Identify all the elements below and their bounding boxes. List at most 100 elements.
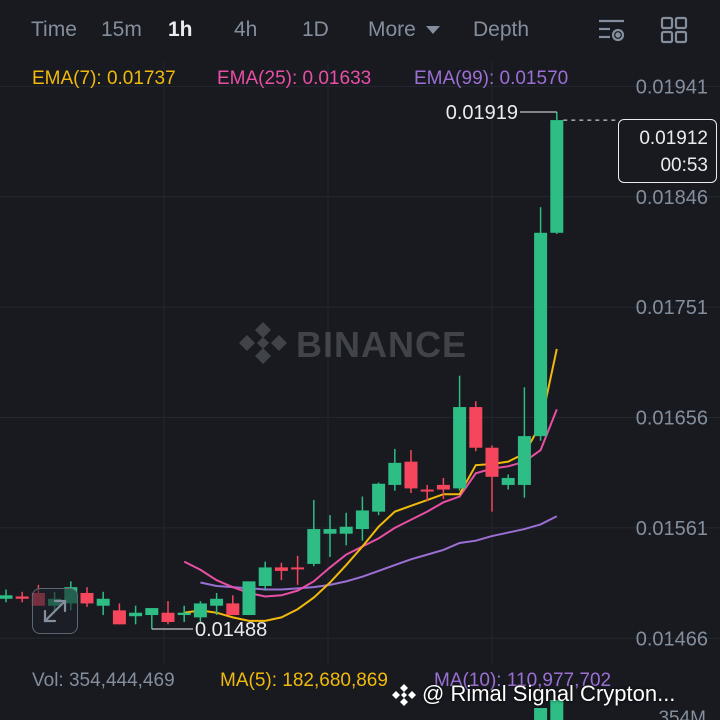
ema99-label: EMA(99): 0.01570 <box>414 68 569 89</box>
volume-legend: Vol: 354,444,469 MA(5): 182,680,869 MA(1… <box>0 670 720 696</box>
candle-body <box>453 407 467 489</box>
volume-bar <box>534 708 548 720</box>
candle <box>517 387 531 498</box>
candle-body <box>534 232 548 437</box>
ema25-label: EMA(25): 0.01633 <box>217 68 372 89</box>
candle-body <box>339 526 353 534</box>
candle <box>258 561 272 591</box>
credit-watermark: @ Rimal Signal Crypton... <box>392 681 720 709</box>
expand-arrows-icon <box>43 599 67 623</box>
candle-body <box>355 510 369 530</box>
tab-15m[interactable]: 15m <box>101 18 142 41</box>
binance-small-icon <box>392 684 416 707</box>
volume-bar <box>550 700 564 720</box>
volume-value: Vol: 354,444,469 <box>32 670 175 691</box>
candle-body <box>210 598 224 606</box>
candle <box>550 111 564 234</box>
indicator-settings-icon[interactable] <box>596 14 628 46</box>
candle-body <box>80 592 94 604</box>
candle-body <box>291 567 305 570</box>
ema-lines <box>183 348 558 622</box>
candle-body <box>469 407 483 448</box>
candle <box>355 496 369 541</box>
candle-body <box>112 610 126 625</box>
layout-grid-icon[interactable] <box>658 14 690 46</box>
candle <box>161 601 175 625</box>
candle-body <box>177 612 191 616</box>
volume-ma10: MA(10): 110,977,702 <box>434 670 612 691</box>
candle-body <box>193 603 207 618</box>
candle <box>485 445 499 512</box>
candle <box>420 484 434 502</box>
current-price: 0.01912 <box>639 128 708 149</box>
candles <box>0 111 564 629</box>
binance-logo-text: BINANCE <box>296 324 468 365</box>
candle <box>177 605 191 623</box>
candle <box>404 450 418 494</box>
candle-body <box>485 447 499 477</box>
candle-body <box>15 596 29 599</box>
grid-lines <box>0 62 720 665</box>
candle-body <box>372 483 386 512</box>
candle-body <box>388 462 402 485</box>
candle-body <box>161 612 175 623</box>
candle-body <box>323 529 337 534</box>
candle <box>323 515 337 557</box>
low-price-label: 0.01488 <box>195 619 267 641</box>
candle-body <box>274 567 288 571</box>
chart-toolbar: Time 15m 1h 4h 1D More Depth <box>0 0 720 62</box>
tab-1h[interactable]: 1h <box>168 18 193 41</box>
candle-body <box>420 489 434 492</box>
candle-body <box>242 581 256 616</box>
expand-chart-button[interactable] <box>32 588 78 634</box>
price-tick-label: 0.01751 <box>636 297 708 319</box>
ema7-line <box>184 348 558 622</box>
candle <box>274 562 288 581</box>
tab-depth[interactable]: Depth <box>473 18 530 41</box>
tab-more[interactable]: More <box>368 18 440 42</box>
tab-4h[interactable]: 4h <box>234 18 258 41</box>
candle-body <box>404 461 418 489</box>
candle-body <box>550 120 564 233</box>
candle <box>501 474 515 490</box>
high-price-label: 0.01919 <box>446 102 518 124</box>
price-annotations: 0.01919 0.01488 <box>151 102 618 641</box>
candle <box>226 595 240 616</box>
credit-text: @ Rimal Signal Crypton... <box>422 681 676 706</box>
price-tick-label: 0.01466 <box>636 628 708 650</box>
tab-more-label: More <box>368 18 416 41</box>
candle-body <box>517 436 531 485</box>
binance-diamond-icon <box>239 322 287 364</box>
candle-body <box>145 608 159 616</box>
candle <box>291 555 305 585</box>
caret-down-icon <box>425 26 440 35</box>
price-tick-label: 0.01561 <box>636 518 708 540</box>
volume-bars: 354M <box>534 700 706 720</box>
candle <box>210 592 224 616</box>
current-price-tag[interactable]: 0.01912 00:53 <box>618 119 717 183</box>
candle <box>242 581 256 616</box>
volume-ma5: MA(5): 182,680,869 <box>220 670 388 691</box>
candle-body <box>501 477 515 485</box>
candle-body <box>307 529 321 564</box>
candle <box>534 207 548 441</box>
candle <box>112 603 126 625</box>
ema25-line <box>183 409 558 598</box>
ema-legend: EMA(7): 0.01737 EMA(25): 0.01633 EMA(99)… <box>0 68 720 94</box>
price-tick-label: 0.01846 <box>636 187 708 209</box>
candle <box>307 500 321 567</box>
candle <box>436 477 450 499</box>
candle-body <box>129 612 143 617</box>
binance-logo-watermark: BINANCE <box>238 318 482 370</box>
price-tick-label: 0.01656 <box>636 408 708 430</box>
candle <box>372 482 386 516</box>
ema7-label: EMA(7): 0.01737 <box>32 68 176 89</box>
tab-1d[interactable]: 1D <box>302 18 329 41</box>
candle-body <box>436 484 450 490</box>
candle-body <box>226 603 240 616</box>
ema99-line <box>200 515 558 591</box>
candle <box>339 512 353 546</box>
candle <box>193 601 207 623</box>
tab-time[interactable]: Time <box>31 18 77 41</box>
